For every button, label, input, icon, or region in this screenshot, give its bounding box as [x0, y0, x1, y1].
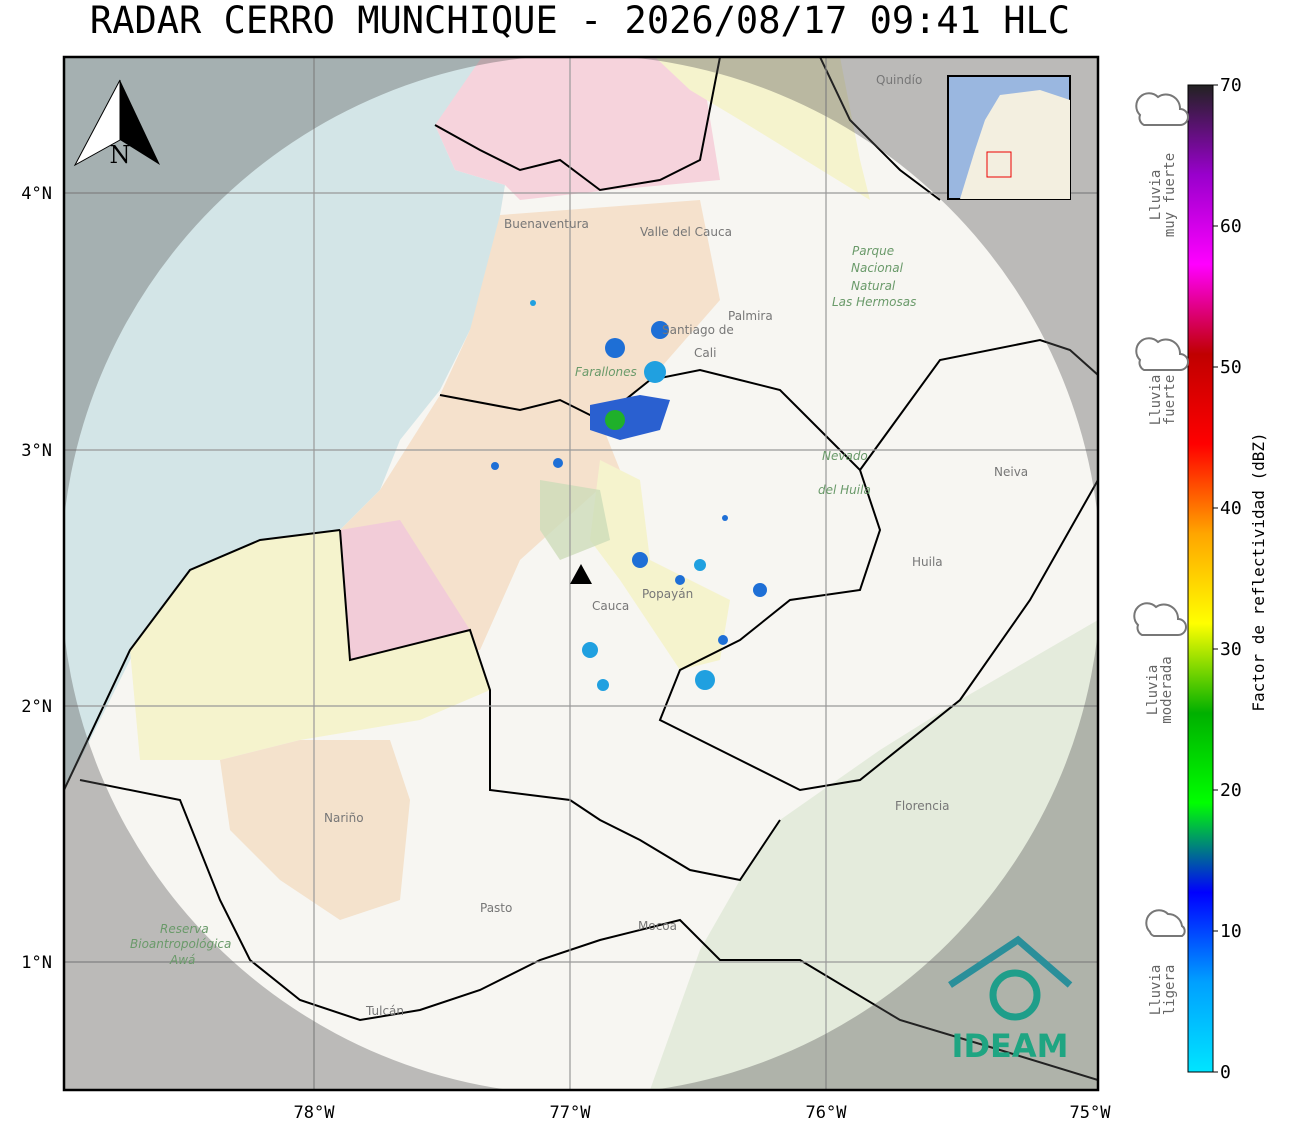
rain-icons	[1133, 92, 1189, 937]
place-label: Las Hermosas	[832, 295, 916, 309]
place-label: Huila	[912, 555, 943, 569]
rain-level-label: Lluvia	[1148, 965, 1164, 1016]
place-labels: Buenaventura Valle del Cauca PalmiraSantia…	[130, 73, 1028, 1018]
place-label: Awá	[169, 953, 195, 967]
place-label: Pasto	[480, 901, 512, 915]
place-label: Cali	[694, 346, 716, 360]
place-label: del Huila	[818, 483, 871, 497]
lat-label: 3°N	[21, 441, 52, 461]
lon-label: 75°W	[1070, 1103, 1112, 1123]
lon-label: 77°W	[550, 1103, 592, 1123]
place-label: Nariño	[324, 811, 364, 825]
place-label: Nacional	[851, 261, 904, 275]
rain-level-label: muy fuerte	[1162, 153, 1178, 237]
colorbar-tick-label: 0	[1220, 1062, 1231, 1083]
place-label: Bioantropológica	[130, 937, 231, 951]
lat-label: 2°N	[21, 697, 52, 717]
lat-label: 4°N	[21, 184, 52, 204]
place-label: Tulcán	[365, 1004, 404, 1018]
logo-mark	[948, 935, 1073, 1021]
colorbar-tick-label: 60	[1220, 216, 1242, 237]
place-label: Natural	[851, 279, 896, 293]
rain-level-label: ligera	[1162, 965, 1178, 1016]
lon-label: 78°W	[294, 1103, 336, 1123]
rain-level-label: Lluvia	[1148, 375, 1164, 426]
lat-label: 1°N	[21, 953, 52, 973]
rain-level-label: Lluvia	[1148, 170, 1164, 221]
place-label: Popayán	[642, 587, 693, 601]
colorbar-tick-label: 30	[1220, 639, 1242, 660]
place-label: Quindío	[876, 73, 922, 87]
place-label: Palmira	[728, 309, 773, 323]
colorbar-tick-label: 10	[1220, 921, 1242, 942]
lon-label: 76°W	[806, 1103, 848, 1123]
rain-level-label: Lluvia	[1145, 665, 1161, 716]
colorbar-tick-label: 70	[1220, 75, 1242, 96]
colorbar-tick-label: 20	[1220, 780, 1242, 801]
colorbar	[1187, 84, 1214, 1073]
map	[64, 57, 1098, 1090]
place-label: Mocoa	[638, 919, 677, 933]
colorbar-tick-label: 40	[1220, 498, 1242, 519]
rain-level-label: moderada	[1159, 656, 1175, 723]
place-label: Nevado	[822, 449, 868, 463]
place-label: Cauca	[592, 599, 629, 613]
rain-level-label: fuerte	[1162, 375, 1178, 426]
colorbar-label: Factor de reflectividad (dBZ)	[1249, 432, 1268, 711]
north-label: N	[110, 141, 131, 169]
place-label: Florencia	[895, 799, 950, 813]
logo-text: IDEAM	[952, 1027, 1069, 1065]
place-label: Farallones	[575, 365, 637, 379]
colorbar-tick-label: 50	[1220, 357, 1242, 378]
place-label: Parque	[852, 244, 894, 258]
inset	[947, 75, 1071, 200]
place-label: Valle del Cauca	[640, 225, 732, 239]
place-label: Neiva	[994, 465, 1028, 479]
place-label: Santiago de	[662, 323, 734, 337]
place-label: Reserva	[160, 922, 209, 936]
place-label: Buenaventura	[504, 217, 589, 231]
title: RADAR CERRO MUNCHIQUE - 2026/08/17 09:41…	[90, 0, 1070, 42]
